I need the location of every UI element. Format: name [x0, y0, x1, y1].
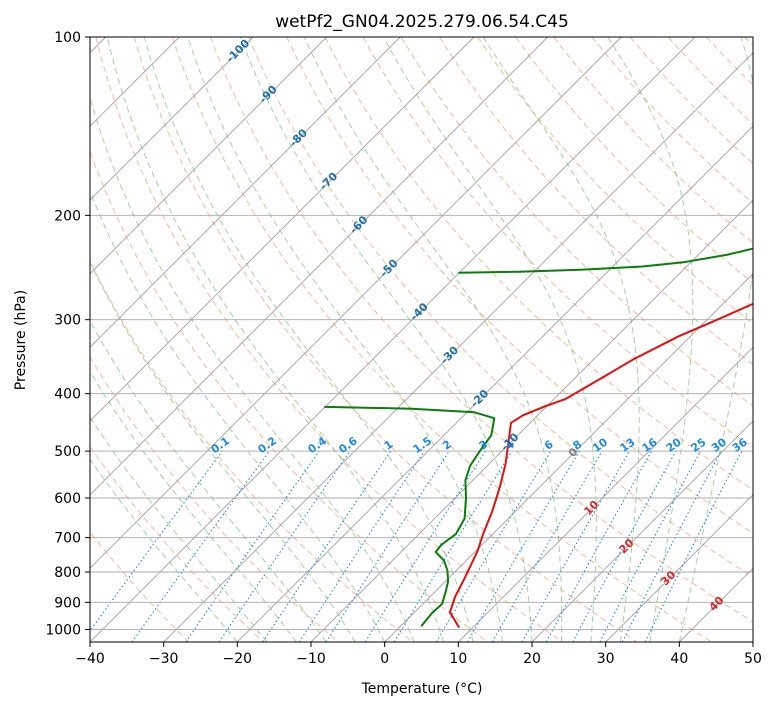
dewpoint-line	[324, 405, 496, 627]
moist-adiabat	[90, 260, 356, 642]
mixing-ratio-line	[131, 450, 270, 642]
skewed-isotherm	[457, 346, 753, 642]
y-tick-label: 200	[54, 208, 81, 224]
y-tick-label: 500	[54, 444, 81, 460]
mixing-ratio-line	[325, 450, 450, 642]
skewed-isotherm	[90, 37, 401, 348]
skewed-isotherm	[90, 37, 254, 201]
x-tick-label: 40	[670, 651, 688, 667]
moist-adiabat	[90, 189, 386, 642]
dry-adiabat	[248, 37, 753, 578]
mixing-ratio-line	[393, 450, 513, 642]
x-tick-label: 0	[380, 651, 389, 667]
skewed-isotherm	[310, 199, 753, 642]
mixing-ratio-line	[644, 450, 743, 642]
dry-adiabat	[553, 37, 753, 244]
moist-adiabat	[90, 319, 327, 642]
dry-adiabat	[133, 37, 638, 642]
y-tick-label: 1000	[45, 622, 81, 638]
moist-adiabat	[383, 37, 597, 642]
background-lines	[90, 37, 753, 642]
dry-adiabat	[286, 37, 753, 534]
pressure-grid	[90, 37, 753, 630]
x-tick-label: 20	[523, 651, 541, 667]
dry-adiabat	[90, 259, 414, 642]
x-tick-label: −30	[149, 651, 179, 667]
x-tick-label: 30	[597, 651, 615, 667]
dry-adiabat	[210, 37, 753, 623]
dry-adiabat	[324, 37, 753, 491]
mixing-ratio-line	[185, 450, 320, 642]
mixing-ratio-line	[262, 450, 392, 642]
moist-adiabat	[90, 370, 297, 642]
skewed-isotherm	[531, 420, 753, 642]
y-tick-label: 900	[54, 595, 81, 611]
dry-adiabat	[95, 37, 563, 642]
skewed-isotherm	[90, 37, 328, 275]
moist-adiabat	[482, 37, 640, 642]
skewed-isotherm	[90, 37, 549, 496]
mixing-ratio-line	[298, 450, 425, 642]
x-axis: −40 −30 −20 −10 0 10 20 30 40 50	[75, 642, 762, 667]
moist-adiabat	[106, 37, 445, 642]
dry-adiabat	[90, 445, 264, 642]
temperature-line	[448, 302, 753, 628]
skewed-isotherm	[90, 37, 696, 642]
y-axis: 100 200 300 400 500 600 700 800 900 1000	[45, 30, 90, 638]
skewed-isotherm	[605, 494, 753, 642]
mixing-ratio-line	[545, 450, 653, 642]
dewpoint-upper-line	[458, 247, 753, 274]
moist-adiabat	[239, 37, 533, 642]
y-tick-label: 100	[54, 30, 81, 46]
x-tick-label: −10	[296, 651, 326, 667]
x-tick-label: 10	[449, 651, 467, 667]
dry-adiabat	[400, 37, 753, 407]
skewed-isotherm	[163, 52, 753, 642]
y-tick-label: 600	[54, 491, 81, 507]
y-tick-label: 400	[54, 387, 81, 403]
moist-adiabat	[90, 458, 238, 642]
mixing-ratio-line	[521, 450, 630, 642]
x-axis-label: Temperature (°C)	[361, 681, 483, 697]
x-tick-label: 50	[744, 651, 762, 667]
skewed-isotherm	[90, 37, 622, 569]
mixing-ratio-line	[218, 450, 351, 642]
dry-adiabat	[591, 37, 753, 204]
moist-adiabat	[678, 37, 753, 642]
y-tick-label: 800	[54, 565, 81, 581]
x-tick-label: −20	[223, 651, 253, 667]
x-tick-label: −40	[75, 651, 105, 667]
plot-frame	[89, 36, 754, 643]
moist-adiabat	[607, 37, 694, 642]
mixing-ratio-line	[572, 450, 677, 642]
dry-adiabat	[438, 37, 753, 366]
moist-adiabat	[143, 37, 474, 642]
skewed-isotherm	[236, 125, 753, 642]
chart-title: wetPf2_GN04.2025.279.06.54.C45	[275, 12, 569, 32]
skewed-isotherm	[384, 273, 753, 642]
mixing-ratio-line	[90, 450, 223, 632]
dry-adiabat	[90, 356, 339, 642]
y-tick-label: 700	[54, 531, 81, 547]
y-axis-label: Pressure (hPa)	[13, 290, 29, 390]
moist-adiabat	[303, 37, 563, 642]
moist-adiabat	[90, 416, 268, 642]
skewed-isotherm	[90, 37, 475, 422]
moist-adiabat	[187, 37, 503, 642]
y-tick-label: 300	[54, 313, 81, 329]
profile-lines	[324, 247, 753, 628]
dry-adiabat	[171, 37, 712, 642]
